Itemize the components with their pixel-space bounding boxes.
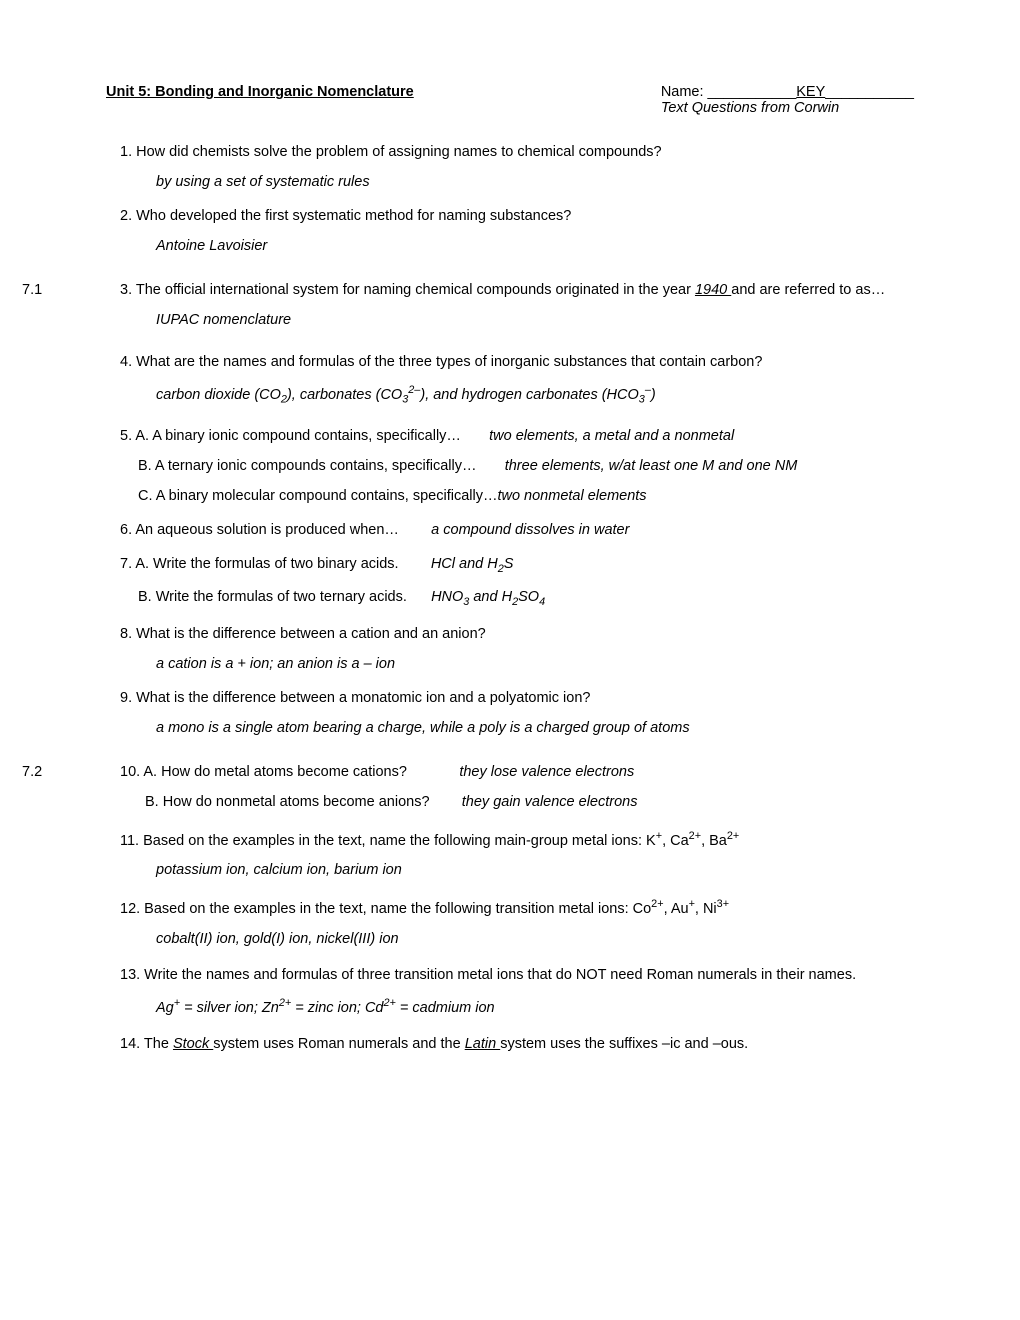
name-trail: ___________ xyxy=(825,84,914,100)
q5c-a: two nonmetal elements xyxy=(497,488,646,504)
q3-fill: 1940 xyxy=(695,282,731,298)
q2-answer: Antoine Lavoisier xyxy=(156,238,914,254)
q5a-q: 5. A. A binary ionic compound contains, … xyxy=(120,428,461,444)
q5b-q: B. A ternary ionic compounds contains, s… xyxy=(138,458,477,474)
q12: 12. Based on the examples in the text, n… xyxy=(120,898,914,947)
q8-answer: a cation is a + ion; an anion is a – ion xyxy=(156,656,914,672)
q5c-q: C. A binary molecular compound contains,… xyxy=(138,488,497,504)
q10b-a: they gain valence electrons xyxy=(462,794,638,810)
q14: 14. The Stock system uses Roman numerals… xyxy=(120,1036,914,1052)
q14-fill1: Stock xyxy=(173,1036,213,1052)
q14-mid: system uses Roman numerals and the xyxy=(213,1036,464,1052)
q13-answer: Ag+ = silver ion; Zn2+ = zinc ion; Cd2+ … xyxy=(156,997,914,1016)
q3-post: and are referred to as… xyxy=(731,282,885,298)
q14-pre: 14. The xyxy=(120,1036,173,1052)
q5b-a: three elements, w/at least one M and one… xyxy=(505,458,798,474)
q7a-a: HCl and H2S xyxy=(431,556,514,572)
q1: 1. How did chemists solve the problem of… xyxy=(120,144,914,190)
q10a: 10. A. How do metal atoms become cations… xyxy=(120,764,914,780)
q11: 11. Based on the examples in the text, n… xyxy=(120,830,914,879)
name-block: Name: ___________KEY___________ Text Que… xyxy=(661,84,914,116)
q13: 13. Write the names and formulas of thre… xyxy=(120,967,914,1016)
q6-a: a compound dissolves in water xyxy=(431,522,629,538)
q8-text: 8. What is the difference between a cati… xyxy=(120,626,914,642)
q7a-q: 7. A. Write the formulas of two binary a… xyxy=(120,556,399,572)
q5b: B. A ternary ionic compounds contains, s… xyxy=(138,458,914,474)
section-7-1: 7.1 3. The official international system… xyxy=(120,282,914,736)
q5a-a: two elements, a metal and a nonmetal xyxy=(489,428,734,444)
q7: 7. A. Write the formulas of two binary a… xyxy=(120,556,914,608)
name-label: Name: ___________ xyxy=(661,84,796,100)
q5a: 5. A. A binary ionic compound contains, … xyxy=(120,428,914,444)
q7b: B. Write the formulas of two ternary aci… xyxy=(138,589,914,608)
q6-q: 6. An aqueous solution is produced when… xyxy=(120,522,399,538)
q11-answer: potassium ion, calcium ion, barium ion xyxy=(156,862,914,878)
q5c: C. A binary molecular compound contains,… xyxy=(138,488,914,504)
q13-text: 13. Write the names and formulas of thre… xyxy=(120,967,914,983)
q3: 3. The official international system for… xyxy=(120,282,914,328)
q7b-q: B. Write the formulas of two ternary aci… xyxy=(138,589,407,605)
q8: 8. What is the difference between a cati… xyxy=(120,626,914,672)
q3-answer: IUPAC nomenclature xyxy=(156,312,914,328)
q12-text: 12. Based on the examples in the text, n… xyxy=(120,898,914,917)
q14-post: system uses the suffixes –ic and –ous. xyxy=(500,1036,748,1052)
q9: 9. What is the difference between a mona… xyxy=(120,690,914,736)
q14-fill2: Latin xyxy=(465,1036,500,1052)
q2: 2. Who developed the first systematic me… xyxy=(120,208,914,254)
q4: 4. What are the names and formulas of th… xyxy=(120,354,914,406)
q10a-a: they lose valence electrons xyxy=(459,764,634,780)
header-row: Unit 5: Bonding and Inorganic Nomenclatu… xyxy=(106,84,914,116)
subtitle: Text Questions from Corwin xyxy=(661,100,914,116)
q9-answer: a mono is a single atom bearing a charge… xyxy=(156,720,914,736)
q10b-q: B. How do nonmetal atoms become anions? xyxy=(145,794,430,810)
name-value: KEY xyxy=(796,84,825,100)
q10b: B. How do nonmetal atoms become anions? … xyxy=(145,794,914,810)
q7b-a: HNO3 and H2SO4 xyxy=(431,589,545,605)
q7a: 7. A. Write the formulas of two binary a… xyxy=(120,556,914,575)
q5: 5. A. A binary ionic compound contains, … xyxy=(120,428,914,504)
q4-text: 4. What are the names and formulas of th… xyxy=(120,354,914,370)
q10: 10. A. How do metal atoms become cations… xyxy=(120,764,914,810)
q4-answer: carbon dioxide (CO2), carbonates (CO32–)… xyxy=(156,384,914,406)
document-title: Unit 5: Bonding and Inorganic Nomenclatu… xyxy=(106,84,414,100)
page: Unit 5: Bonding and Inorganic Nomenclatu… xyxy=(0,0,1020,1112)
content: 1. How did chemists solve the problem of… xyxy=(120,144,914,1052)
q11-text: 11. Based on the examples in the text, n… xyxy=(120,830,914,849)
q6: 6. An aqueous solution is produced when…… xyxy=(120,522,914,538)
section-label-7-1: 7.1 xyxy=(22,282,42,298)
q2-text: 2. Who developed the first systematic me… xyxy=(120,208,914,224)
section-7-2: 7.2 10. A. How do metal atoms become cat… xyxy=(120,764,914,1052)
q12-answer: cobalt(II) ion, gold(I) ion, nickel(III)… xyxy=(156,931,914,947)
q1-answer: by using a set of systematic rules xyxy=(156,174,914,190)
section-label-7-2: 7.2 xyxy=(22,764,42,780)
q9-text: 9. What is the difference between a mona… xyxy=(120,690,914,706)
q10a-q: 10. A. How do metal atoms become cations… xyxy=(120,764,407,780)
q3-pre: 3. The official international system for… xyxy=(120,282,695,298)
q1-text: 1. How did chemists solve the problem of… xyxy=(120,144,914,160)
